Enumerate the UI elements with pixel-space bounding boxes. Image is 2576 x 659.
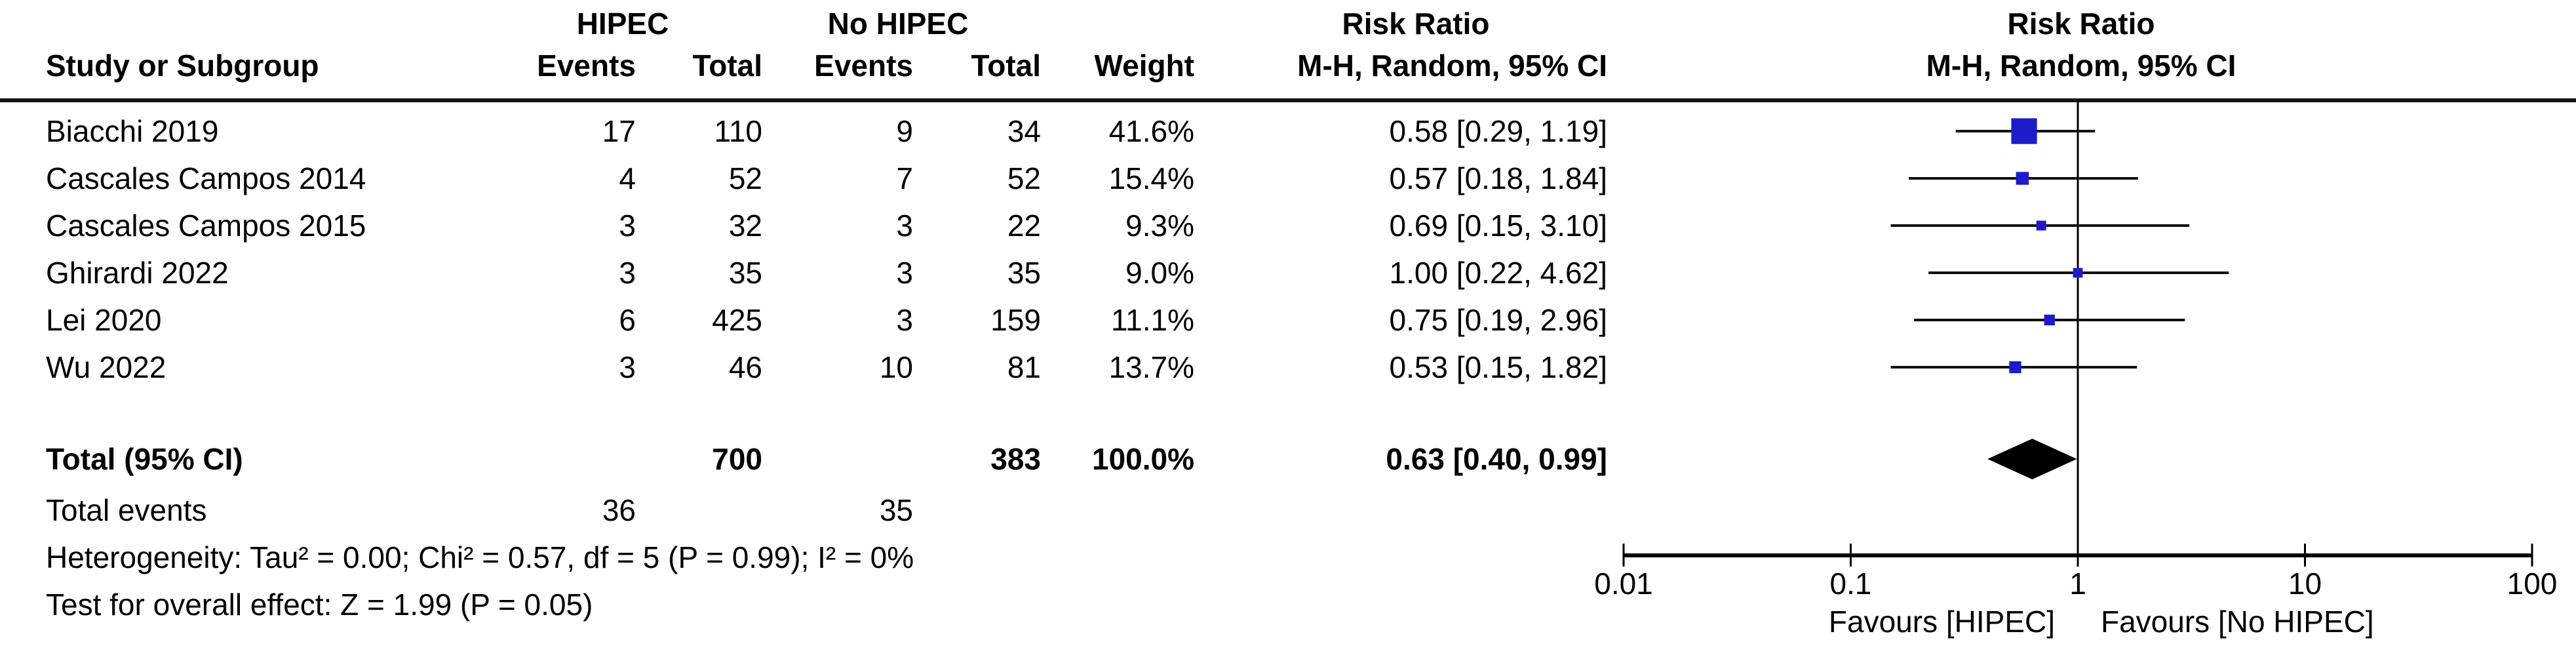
total-nohipec-value: 81 xyxy=(1007,350,1041,384)
x-tick-label: 0.01 xyxy=(1594,567,1653,601)
events-nohipec-value: 3 xyxy=(896,256,913,290)
group-header-no-hipec: No HIPEC xyxy=(827,7,969,41)
header-divider-line xyxy=(0,98,2576,102)
risk-ratio-ci-value: 0.69 [0.15, 3.10] xyxy=(1389,209,1608,243)
risk-ratio-ci-value: 0.53 [0.15, 1.82] xyxy=(1389,350,1608,384)
x-tick-label: 0.1 xyxy=(1829,567,1872,601)
total-hipec-value: 32 xyxy=(728,209,762,243)
total-nohipec-value: 52 xyxy=(1007,161,1041,195)
study-name: Biacchi 2019 xyxy=(46,114,219,148)
col-header-study: Study or Subgroup xyxy=(46,49,319,83)
col-header-method-plot: M-H, Random, 95% CI xyxy=(1926,49,2236,83)
events-nohipec-value: 9 xyxy=(896,114,913,148)
favours-right-label: Favours [No HIPEC] xyxy=(2101,605,2374,639)
total-nohipec-value: 159 xyxy=(990,303,1041,337)
events-hipec-value: 3 xyxy=(619,256,636,290)
study-name: Ghirardi 2022 xyxy=(46,256,229,290)
effect-square xyxy=(2009,361,2021,374)
total-hipec-value: 35 xyxy=(728,256,762,290)
col-header-events-nohipec: Events xyxy=(814,49,913,83)
x-tick-label: 100 xyxy=(2507,567,2558,601)
group-header-hipec: HIPEC xyxy=(576,7,669,41)
total-nohipec-value: 22 xyxy=(1007,209,1041,243)
total-nohipec-n: 383 xyxy=(990,442,1041,476)
weight-value: 11.1% xyxy=(1110,303,1194,337)
risk-ratio-ci-value: 0.57 [0.18, 1.84] xyxy=(1389,161,1608,195)
col-header-events-hipec: Events xyxy=(537,49,636,83)
weight-value: 15.4% xyxy=(1108,161,1194,195)
effect-square xyxy=(2073,268,2083,278)
total-hipec-value: 110 xyxy=(714,114,762,148)
x-tick-label: 10 xyxy=(2288,567,2322,601)
events-nohipec-value: 7 xyxy=(896,161,913,195)
total-row-label: Total (95% CI) xyxy=(46,442,243,476)
favours-left-label: Favours [HIPEC] xyxy=(1828,605,2055,639)
events-nohipec-value: 3 xyxy=(896,209,913,243)
pooled-diamond xyxy=(1987,439,2077,479)
weight-value: 13.7% xyxy=(1108,350,1194,384)
col-header-total-hipec: Total xyxy=(692,49,762,83)
study-name: Cascales Campos 2014 xyxy=(46,161,366,195)
risk-ratio-header-text: Risk Ratio xyxy=(1342,7,1490,41)
study-name: Wu 2022 xyxy=(46,350,166,384)
weight-value: 9.0% xyxy=(1125,256,1194,290)
study-name: Cascales Campos 2015 xyxy=(46,209,366,243)
overall-effect-text: Test for overall effect: Z = 1.99 (P = 0… xyxy=(46,588,593,622)
col-header-weight: Weight xyxy=(1094,49,1194,83)
total-weight: 100.0% xyxy=(1091,442,1194,476)
total-hipec-value: 52 xyxy=(728,161,762,195)
total-risk-ratio-ci: 0.63 [0.40, 0.99] xyxy=(1386,442,1607,476)
effect-square xyxy=(2016,172,2029,185)
risk-ratio-ci-value: 1.00 [0.22, 4.62] xyxy=(1389,256,1608,290)
risk-ratio-ci-value: 0.58 [0.29, 1.19] xyxy=(1389,114,1608,148)
risk-ratio-ci-value: 0.75 [0.19, 2.96] xyxy=(1389,303,1608,337)
total-events-nohipec: 35 xyxy=(879,493,913,527)
total-hipec-value: 46 xyxy=(728,350,762,384)
effect-square xyxy=(2044,314,2055,326)
study-name: Lei 2020 xyxy=(46,303,162,337)
total-events-hipec: 36 xyxy=(602,493,636,527)
total-events-label: Total events xyxy=(46,493,207,527)
effect-square xyxy=(2036,220,2046,231)
total-hipec-n: 700 xyxy=(712,442,762,476)
effect-square xyxy=(2011,118,2037,144)
risk-ratio-header-plot: Risk Ratio xyxy=(2007,7,2155,41)
events-hipec-value: 6 xyxy=(619,303,636,337)
col-header-method-text: M-H, Random, 95% CI xyxy=(1297,49,1607,83)
weight-value: 9.3% xyxy=(1125,209,1194,243)
events-hipec-value: 4 xyxy=(619,161,636,195)
col-header-total-nohipec: Total xyxy=(971,49,1041,83)
x-tick-label: 1 xyxy=(2069,567,2086,601)
events-nohipec-value: 10 xyxy=(879,350,913,384)
heterogeneity-text: Heterogeneity: Tau² = 0.00; Chi² = 0.57,… xyxy=(46,540,914,574)
events-hipec-value: 3 xyxy=(619,209,636,243)
events-nohipec-value: 3 xyxy=(896,303,913,337)
total-nohipec-value: 34 xyxy=(1007,114,1041,148)
total-nohipec-value: 35 xyxy=(1007,256,1041,290)
weight-value: 41.6% xyxy=(1108,114,1194,148)
events-hipec-value: 3 xyxy=(619,350,636,384)
events-hipec-value: 17 xyxy=(602,114,636,148)
total-hipec-value: 425 xyxy=(712,303,762,337)
